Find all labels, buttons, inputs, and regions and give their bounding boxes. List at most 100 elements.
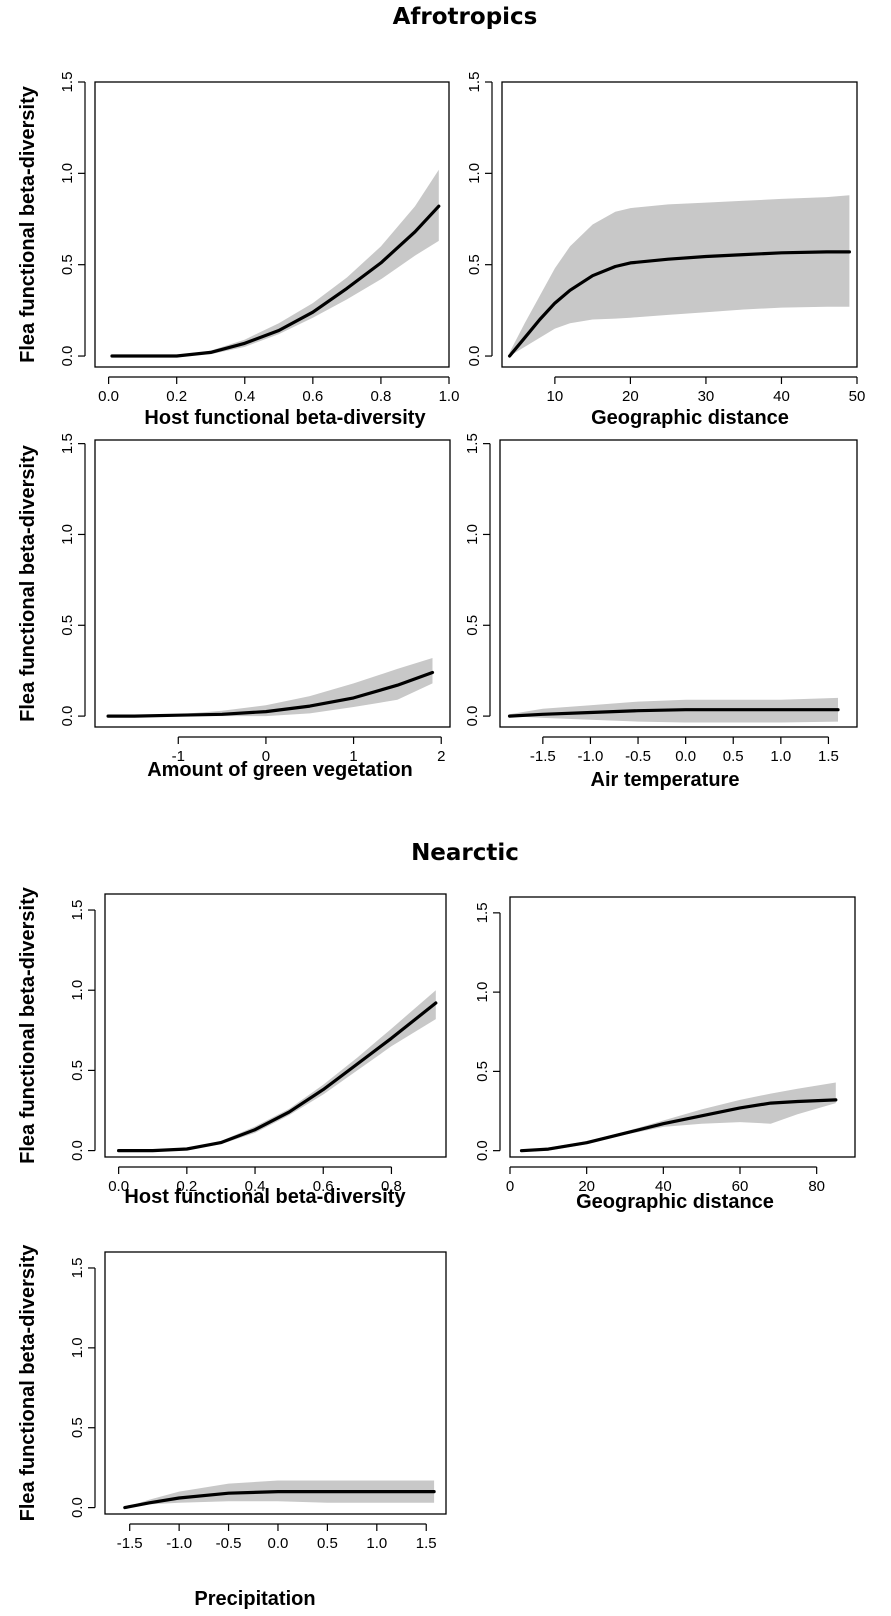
plot-frame [104, 1251, 447, 1515]
section-title-afrotropics: Afrotropics [392, 4, 538, 30]
x-tick-label: 60 [732, 1178, 749, 1195]
x-tick-label: 0.5 [723, 748, 744, 765]
chart-panel-1: 0.0 0.2 0.4 0.6 0.8 1.0 0.0 0.5 1.0 1.5 Host funct… [17, 72, 459, 429]
y-tick-label: 1.5 [69, 1258, 86, 1279]
fitted-line [508, 250, 852, 358]
x-tick-label: 0 [506, 1178, 514, 1195]
y-tick-label: 1.0 [69, 1337, 86, 1358]
x-axis-label: Air temperature [591, 769, 740, 791]
x-tick-label: 20 [622, 388, 639, 405]
x-tick-label: 0.8 [370, 388, 391, 405]
x-tick-label: 0.2 [176, 1178, 197, 1195]
x-tick-label: 0.6 [313, 1178, 334, 1195]
y-tick-label: 1.0 [464, 524, 481, 545]
y-tick-label: 0.5 [59, 254, 76, 275]
x-tick-label: 80 [808, 1178, 825, 1195]
fitted-line [123, 1489, 436, 1510]
x-tick-label: 0.0 [675, 748, 696, 765]
y-tick-label: 0.0 [474, 1140, 491, 1161]
y-tick-label: 0.0 [69, 1140, 86, 1161]
x-tick-label: 0 [262, 748, 270, 765]
x-tick-label: 0.0 [108, 1178, 129, 1195]
confidence-band [112, 169, 439, 356]
chart-panel-4: -1.5 -1.0 -0.5 0.0 0.5 1.0 1.5 0.0 0.5 1.0 1.5 Air … [464, 433, 858, 791]
x-tick-label: 0.4 [245, 1178, 266, 1195]
y-tick-label: 0.5 [69, 1060, 86, 1081]
y-axis-label: Flea functional beta-diversity [17, 444, 39, 722]
x-tick-label: 0.2 [166, 388, 187, 405]
y-axis-label: Flea functional beta-diversity [17, 1244, 39, 1522]
x-tick-label: 0.0 [98, 388, 119, 405]
y-tick-label: 1.0 [69, 980, 86, 1001]
y-tick-label: 1.5 [69, 900, 86, 921]
x-tick-label: -0.5 [216, 1535, 242, 1552]
chart-panel-2: 10 20 30 40 50 0.0 0.5 1.0 1.5 Geographic distanc… [466, 72, 865, 429]
x-tick-label: -1.5 [117, 1535, 143, 1552]
y-tick-label: 1.0 [59, 524, 76, 545]
plot-frame [104, 893, 447, 1158]
y-tick-label: 1.5 [59, 433, 76, 454]
y-axis-label: Flea functional beta-diversity [17, 886, 39, 1164]
x-axis-label: Host functional beta-diversity [144, 407, 426, 429]
x-tick-label: -1 [172, 748, 185, 765]
y-tick-label: 0.0 [59, 706, 76, 727]
x-axis-label: Geographic distance [576, 1191, 774, 1213]
x-tick-label: 0.4 [234, 388, 255, 405]
x-tick-label: 10 [547, 388, 564, 405]
y-tick-label: 1.5 [464, 433, 481, 454]
x-tick-label: 1 [349, 748, 357, 765]
y-tick-label: 0.5 [474, 1061, 491, 1082]
chart-panel-6: 0 20 40 60 80 0.0 0.5 1.0 1.5 Geographic distance [474, 896, 856, 1213]
x-tick-label: 30 [698, 388, 715, 405]
x-axis-label: Host functional beta-diversity [124, 1186, 406, 1208]
y-tick-label: 0.5 [59, 615, 76, 636]
confidence-band [521, 1082, 836, 1151]
y-tick-label: 0.5 [466, 254, 483, 275]
y-tick-label: 0.5 [69, 1417, 86, 1438]
confidence-band [124, 1480, 435, 1508]
fitted-line [519, 1098, 838, 1153]
x-tick-label: 0.8 [381, 1178, 402, 1195]
y-tick-label: 1.5 [59, 72, 76, 93]
x-axis-label: Amount of green vegetation [147, 759, 413, 781]
x-tick-label: -0.5 [625, 748, 651, 765]
x-tick-label: 1.0 [770, 748, 791, 765]
x-tick-label: 1.0 [366, 1535, 387, 1552]
fitted-line [106, 670, 435, 718]
x-tick-label: 0.5 [317, 1535, 338, 1552]
y-axis-label: Flea functional beta-diversity [17, 85, 39, 363]
y-tick-label: 1.5 [466, 72, 483, 93]
y-tick-label: 0.0 [464, 706, 481, 727]
confidence-band [108, 658, 433, 717]
x-tick-label: 40 [773, 388, 790, 405]
confidence-band [118, 990, 436, 1151]
x-tick-label: -1.5 [530, 748, 556, 765]
x-tick-label: 1.5 [416, 1535, 437, 1552]
plot-frame [94, 439, 451, 728]
x-axis-label: Precipitation [194, 1588, 315, 1610]
plot-frame [501, 81, 858, 368]
chart-panel-3: -1 0 1 2 0.0 0.5 1.0 1.5 Amount of green vegetat… [17, 433, 451, 781]
y-tick-label: 1.0 [474, 982, 491, 1003]
chart-panel-7: -1.5 -1.0 -0.5 0.0 0.5 1.0 1.5 0.0 0.5 1.0 1.5 Prec… [17, 1244, 447, 1610]
fitted-line [110, 204, 441, 358]
x-tick-label: 2 [437, 748, 445, 765]
plot-frame [509, 896, 856, 1158]
x-tick-label: 1.0 [439, 388, 460, 405]
x-tick-label: 0.6 [302, 388, 323, 405]
plot-frame [499, 439, 858, 728]
y-tick-label: 0.5 [464, 615, 481, 636]
section-title-nearctic: Nearctic [411, 840, 519, 866]
y-tick-label: 1.0 [466, 163, 483, 184]
y-tick-label: 0.0 [69, 1497, 86, 1518]
fitted-line [507, 708, 840, 718]
confidence-band [509, 195, 850, 356]
x-tick-label: 40 [655, 1178, 672, 1195]
x-tick-label: 20 [578, 1178, 595, 1195]
x-axis-label: Geographic distance [591, 407, 789, 429]
y-tick-label: 1.5 [474, 902, 491, 923]
fitted-line [116, 1001, 438, 1153]
x-tick-label: -1.0 [578, 748, 604, 765]
chart-panel-5: 0.0 0.2 0.4 0.6 0.8 0.0 0.5 1.0 1.5 Host function… [17, 886, 447, 1208]
